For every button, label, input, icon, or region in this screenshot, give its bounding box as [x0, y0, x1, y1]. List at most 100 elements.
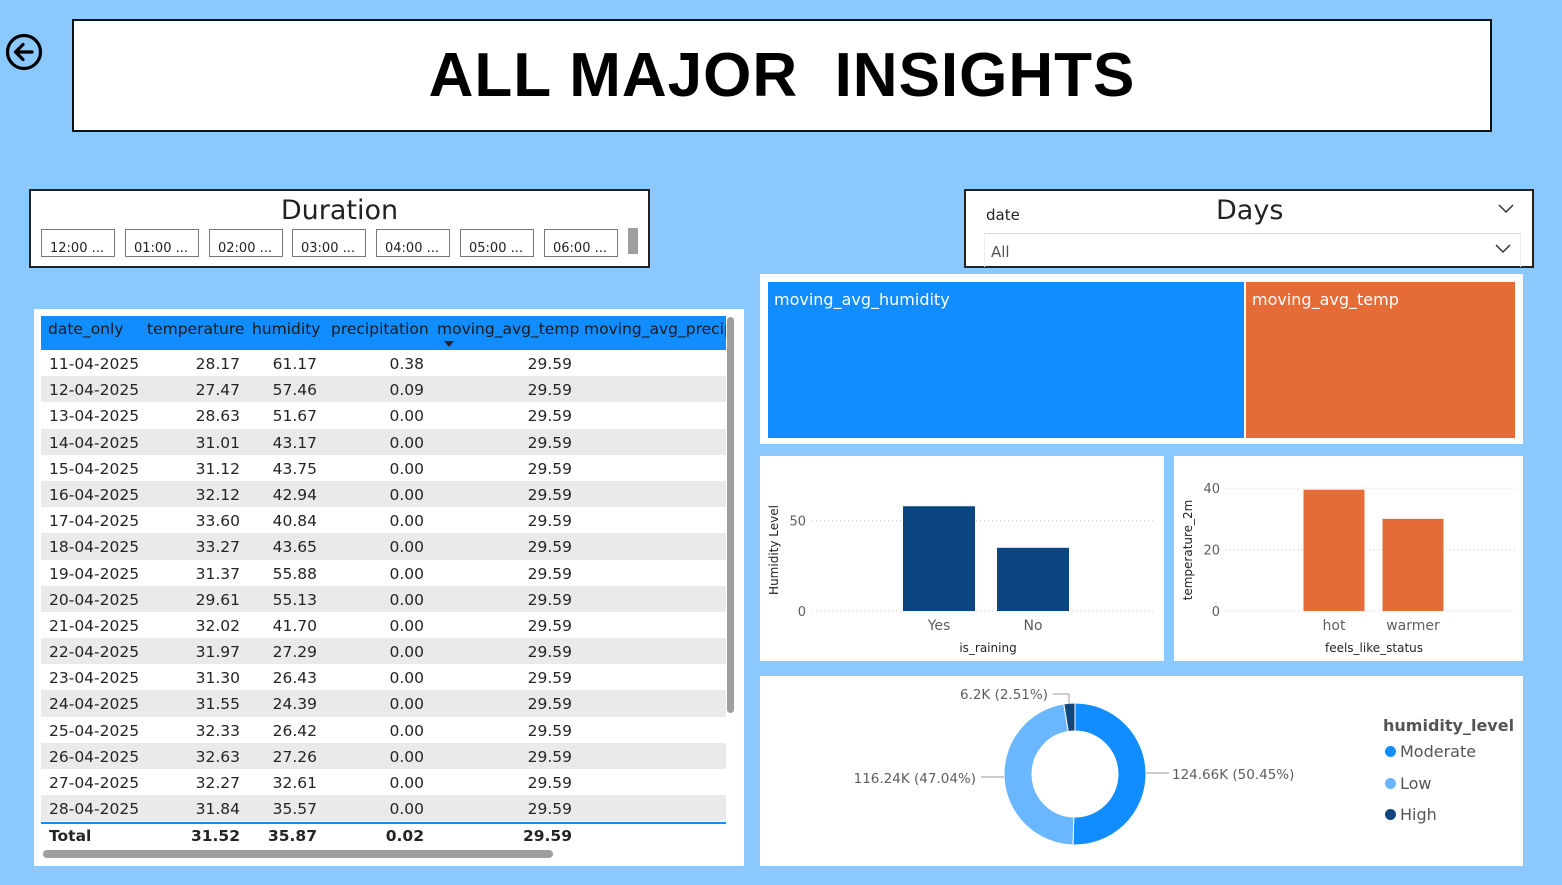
table-row[interactable]: 27-04-2025 32.27 32.61 0.00 29.59: [41, 769, 726, 795]
table-cell: 19-04-2025: [49, 564, 140, 583]
sort-descending-icon[interactable]: [444, 341, 454, 347]
table-cell: 15-04-2025: [49, 459, 140, 478]
total-cell: 0.02: [385, 827, 424, 845]
table-cell: 41.70: [272, 616, 317, 635]
table-cell: 51.67: [272, 407, 317, 426]
table-cell: 27.29: [272, 643, 317, 662]
table-cell: 31.55: [195, 695, 240, 714]
column-header[interactable]: precipitation: [331, 320, 429, 338]
column-header[interactable]: moving_avg_precip: [584, 320, 726, 338]
table-row[interactable]: 12-04-2025 27.47 57.46 0.09 29.59: [41, 376, 726, 403]
table-cell: 29.59: [527, 774, 572, 792]
table-row[interactable]: 15-04-2025 31.12 43.75 0.00 29.59: [41, 455, 726, 481]
table-row[interactable]: 22-04-2025 31.97 27.29 0.00 29.59: [41, 638, 726, 665]
legend-item-low[interactable]: Low: [1385, 774, 1432, 793]
table-cell: 25-04-2025: [49, 721, 140, 740]
chevron-down-icon[interactable]: [1498, 204, 1514, 214]
legend-dot: [1385, 778, 1396, 789]
humidity-by-raining-bar-chart: 0 50 Yes No is_raining Humidity Level: [760, 456, 1164, 661]
data-label: 6.2K (2.51%): [960, 687, 1048, 703]
table-row[interactable]: 19-04-2025 31.37 55.88 0.00 29.59: [41, 560, 726, 586]
table-cell: 0.00: [389, 590, 424, 609]
table-row[interactable]: 14-04-2025 31.01 43.17 0.00 29.59: [41, 428, 726, 455]
donut-slice[interactable]: [1003, 703, 1075, 846]
table-cell: 29.59: [527, 669, 572, 688]
y-tick-label: 20: [1203, 544, 1220, 559]
duration-tile[interactable]: 04:00 ...: [376, 229, 450, 257]
treemap-chart: moving_avg_humidity moving_avg_temp: [760, 274, 1523, 444]
table-cell: 29.59: [527, 721, 572, 740]
duration-tile[interactable]: 12:00 ...: [41, 229, 115, 257]
table-cell: 28-04-2025: [49, 800, 140, 819]
duration-tile[interactable]: 05:00 ...: [460, 229, 534, 257]
table-cell: 0.00: [389, 616, 424, 635]
y-tick-label: 40: [1203, 482, 1220, 497]
table-row[interactable]: 28-04-2025 31.84 35.57 0.00 29.59: [41, 795, 726, 822]
table-row[interactable]: 26-04-2025 32.63 27.26 0.00 29.59: [41, 742, 726, 769]
table-cell: 32.61: [272, 774, 317, 792]
table-cell: 17-04-2025: [49, 512, 140, 531]
duration-tile[interactable]: 06:00 ...: [544, 229, 618, 257]
table-cell: 29.59: [527, 355, 572, 373]
treemap-tile[interactable]: moving_avg_temp: [1246, 282, 1515, 438]
column-header[interactable]: date_only: [48, 320, 124, 338]
table-horizontal-scrollbar[interactable]: [43, 850, 553, 858]
table-header: date_only temperature humidity precipita…: [41, 316, 726, 350]
table-row[interactable]: 21-04-2025 32.02 41.70 0.00 29.59: [41, 612, 726, 638]
treemap-tile[interactable]: moving_avg_humidity: [768, 282, 1244, 438]
donut-slice[interactable]: [1072, 702, 1147, 846]
column-header[interactable]: humidity: [252, 320, 321, 338]
column-header[interactable]: temperature: [147, 320, 245, 338]
duration-slicer[interactable]: Duration 12:00 ... 01:00 ... 02:00 ... 0…: [29, 189, 650, 268]
table-cell: 32.12: [195, 485, 240, 504]
table-row[interactable]: 13-04-2025 28.63 51.67 0.00 29.59: [41, 402, 726, 428]
duration-tile[interactable]: 02:00 ...: [209, 229, 283, 257]
table-cell: 31.12: [195, 459, 240, 478]
legend-item-high[interactable]: High: [1385, 805, 1437, 824]
duration-tile[interactable]: 01:00 ...: [125, 229, 199, 257]
days-selected-value: All: [991, 243, 1010, 261]
table-cell: 0.00: [389, 459, 424, 478]
days-slicer[interactable]: date Days All: [964, 189, 1534, 268]
table-cell: 24.39: [272, 695, 317, 714]
table-cell: 0.38: [389, 355, 424, 373]
days-field-label: date: [986, 206, 1020, 224]
duration-scrollbar[interactable]: [628, 228, 638, 254]
table-row[interactable]: 16-04-2025 32.12 42.94 0.00 29.59: [41, 480, 726, 508]
column-header[interactable]: moving_avg_temp: [437, 320, 580, 338]
table-cell: 29.59: [527, 381, 572, 400]
table-row[interactable]: 11-04-2025 28.17 61.17 0.38 29.59: [41, 350, 726, 376]
table-cell: 12-04-2025: [49, 381, 140, 400]
donut-slice[interactable]: [1063, 702, 1076, 733]
table-cell: 33.27: [195, 538, 240, 557]
legend-dot: [1385, 746, 1396, 757]
table-row[interactable]: 17-04-2025 33.60 40.84 0.00 29.59: [41, 507, 726, 533]
table-row[interactable]: 20-04-2025 29.61 55.13 0.00 29.59: [41, 585, 726, 612]
days-dropdown[interactable]: All: [984, 233, 1521, 267]
back-button[interactable]: [4, 32, 44, 72]
table-row[interactable]: 23-04-2025 31.30 26.43 0.00 29.59: [41, 664, 726, 690]
table-row[interactable]: 24-04-2025 31.55 24.39 0.00 29.59: [41, 690, 726, 717]
duration-tile[interactable]: 03:00 ...: [292, 229, 366, 257]
table-cell: 29.59: [527, 616, 572, 635]
bar: [1382, 518, 1444, 611]
table-cell: 29.59: [527, 643, 572, 662]
leader-line: [1053, 693, 1070, 704]
table-cell: 32.63: [195, 747, 240, 766]
humidity-level-donut-chart: 124.66K (50.45%) 116.24K (47.04%) 6.2K (2.…: [760, 676, 1523, 866]
table-cell: 26-04-2025: [49, 747, 140, 766]
table-row[interactable]: 25-04-2025 32.33 26.42 0.00 29.59: [41, 717, 726, 743]
table-cell: 0.00: [389, 800, 424, 819]
table-cell: 0.00: [389, 485, 424, 504]
table-cell: 29.59: [527, 590, 572, 609]
table-cell: 40.84: [272, 512, 317, 531]
table-row[interactable]: 18-04-2025 33.27 43.65 0.00 29.59: [41, 533, 726, 560]
chevron-down-icon[interactable]: [1495, 244, 1511, 254]
table-cell: 31.97: [195, 643, 240, 662]
table-cell: 31.84: [195, 800, 240, 819]
table-cell: 0.00: [389, 433, 424, 452]
legend-item-moderate[interactable]: Moderate: [1385, 742, 1476, 761]
table-vertical-scrollbar[interactable]: [727, 317, 734, 713]
table-cell: 0.09: [389, 381, 424, 400]
table-cell: 43.17: [272, 433, 317, 452]
